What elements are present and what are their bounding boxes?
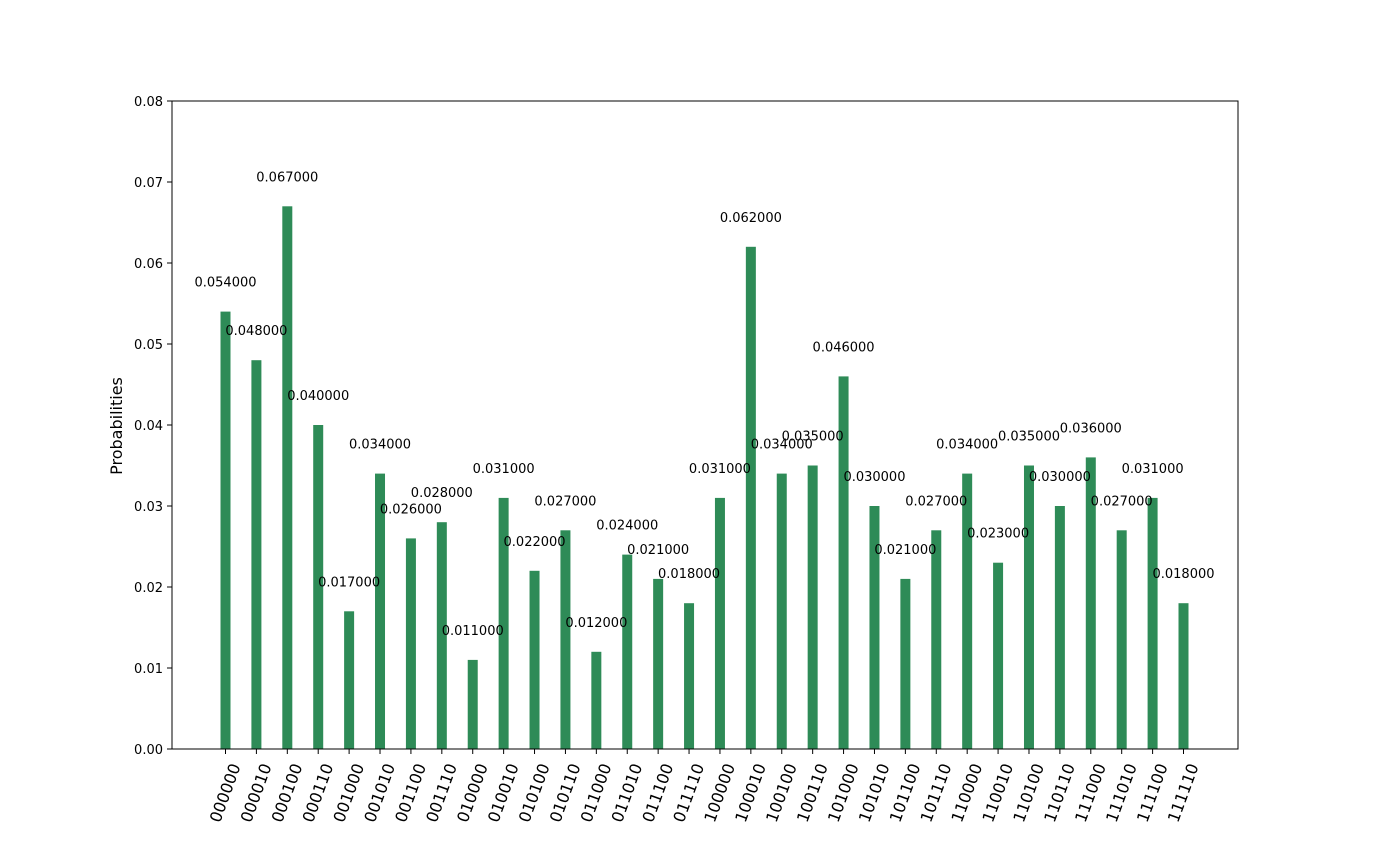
bar-value-label: 0.011000 — [442, 624, 504, 639]
bar-value-label: 0.017000 — [318, 575, 380, 590]
bar-value-label: 0.027000 — [1091, 494, 1153, 509]
bar-value-label: 0.035000 — [998, 430, 1060, 445]
bar — [251, 360, 262, 749]
bar — [931, 530, 942, 749]
bar — [776, 473, 787, 749]
bar-value-label: 0.021000 — [874, 543, 936, 558]
bar-value-label: 0.018000 — [1152, 567, 1214, 582]
y-tick-label: 0.04 — [134, 419, 163, 434]
bar — [807, 465, 818, 749]
bar-value-label: 0.030000 — [1029, 470, 1091, 485]
bar-value-label: 0.062000 — [720, 211, 782, 226]
y-axis: 0.00 0.01 0.02 0.03 0.04 0.05 0.06 0.07 0.08 — [134, 95, 172, 758]
bar-value-label: 0.046000 — [813, 340, 875, 355]
y-tick-label: 0.02 — [134, 581, 163, 596]
y-tick-label: 0.08 — [134, 95, 163, 110]
bar — [1023, 465, 1034, 749]
bar — [529, 570, 540, 749]
bars-layer — [220, 206, 1189, 750]
bar — [993, 562, 1004, 749]
bar-value-label: 0.027000 — [534, 494, 596, 509]
bar-value-label: 0.030000 — [843, 470, 905, 485]
bar — [436, 522, 447, 749]
bar — [282, 206, 293, 750]
bar-value-label: 0.022000 — [504, 535, 566, 550]
bar — [591, 651, 602, 749]
bar — [1054, 506, 1065, 749]
bar — [745, 246, 756, 750]
bar-value-label: 0.054000 — [194, 276, 256, 291]
bar-value-label: 0.035000 — [782, 430, 844, 445]
bar-value-label: 0.028000 — [411, 486, 473, 501]
bar-value-label: 0.023000 — [967, 527, 1029, 542]
y-tick-label: 0.06 — [134, 257, 163, 272]
bar-value-label: 0.048000 — [225, 324, 287, 339]
bar — [344, 611, 355, 749]
bar-value-label: 0.034000 — [936, 438, 998, 453]
bar-value-label: 0.031000 — [1122, 462, 1184, 477]
bar — [838, 376, 849, 749]
bar-value-label: 0.034000 — [751, 438, 813, 453]
y-tick-label: 0.01 — [134, 662, 163, 677]
bar-value-label: 0.012000 — [565, 616, 627, 631]
y-tick-label: 0.05 — [134, 338, 163, 353]
bar — [313, 425, 324, 749]
bar — [1178, 603, 1189, 749]
bar-value-label: 0.067000 — [256, 170, 318, 185]
y-axis-title: Probabilities — [107, 377, 126, 475]
bar — [405, 538, 416, 749]
bar — [962, 473, 973, 749]
bar — [684, 603, 695, 749]
bar-value-label: 0.034000 — [349, 438, 411, 453]
bar — [498, 497, 509, 749]
bar-value-label: 0.024000 — [596, 519, 658, 534]
y-tick-label: 0.03 — [134, 500, 163, 515]
bar — [467, 659, 478, 749]
data-labels-layer: 0.054000 0.048000 0.067000 0.040000 0.017000… — [194, 170, 1214, 639]
bar-value-label: 0.018000 — [658, 567, 720, 582]
bar — [869, 506, 880, 749]
bar — [900, 578, 911, 749]
bar — [714, 497, 725, 749]
bar-value-label: 0.036000 — [1060, 421, 1122, 436]
bar-value-label: 0.027000 — [905, 494, 967, 509]
bar — [622, 554, 633, 749]
y-tick-label: 0.00 — [134, 743, 163, 758]
bar — [220, 311, 231, 749]
bar-value-label: 0.021000 — [627, 543, 689, 558]
bar-value-label: 0.040000 — [287, 389, 349, 404]
bar-value-label: 0.026000 — [380, 502, 442, 517]
bar — [1116, 530, 1127, 749]
bar-value-label: 0.031000 — [689, 462, 751, 477]
bar — [653, 578, 664, 749]
bar-value-label: 0.031000 — [473, 462, 535, 477]
y-tick-label: 0.07 — [134, 176, 163, 191]
bar — [375, 473, 386, 749]
bar — [560, 530, 571, 749]
bar — [1147, 497, 1158, 749]
bar — [1085, 457, 1096, 749]
